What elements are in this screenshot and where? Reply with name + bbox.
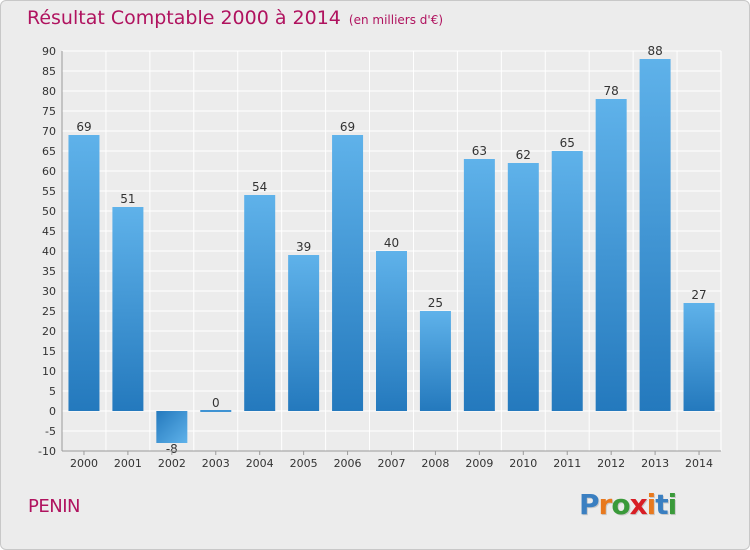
logo-letter: P: [579, 488, 600, 521]
x-tick-label-2000: 2000: [70, 457, 98, 470]
y-tick-label: 15: [42, 345, 56, 358]
logo-letter: x: [629, 488, 648, 521]
x-tick-label-2011: 2011: [553, 457, 581, 470]
data-label-2012: 78: [604, 84, 619, 98]
data-label-2000: 69: [76, 120, 91, 134]
x-tick-label-2003: 2003: [202, 457, 230, 470]
y-tick-label: 45: [42, 225, 56, 238]
y-tick-label: 35: [42, 265, 56, 278]
data-label-2004: 54: [252, 180, 267, 194]
x-tick-label-2006: 2006: [334, 457, 362, 470]
logo-letter: r: [598, 488, 613, 521]
y-tick-label: 90: [42, 45, 56, 58]
bar-2007: [376, 251, 407, 411]
y-tick-label: 30: [42, 285, 56, 298]
chart-subtitle: (en milliers d'€): [348, 13, 444, 27]
data-label-2009: 63: [472, 144, 487, 158]
y-tick-label: -5: [45, 425, 56, 438]
y-tick-label: 5: [49, 385, 56, 398]
x-tick-label-2007: 2007: [378, 457, 406, 470]
y-tick-label: 80: [42, 85, 56, 98]
data-label-2011: 65: [560, 136, 575, 150]
data-label-2006: 69: [340, 120, 355, 134]
data-label-2003: 0: [212, 396, 220, 410]
bar-2013: [639, 59, 671, 411]
x-tick-label-2010: 2010: [509, 457, 537, 470]
bar-2012: [595, 99, 627, 411]
chart-title: Résultat Comptable 2000 à 2014 (en millie…: [27, 7, 444, 29]
x-tick-label-2004: 2004: [246, 457, 274, 470]
bar-2003: [200, 410, 232, 412]
data-label-2013: 88: [647, 44, 662, 58]
y-tick-label: 20: [42, 325, 56, 338]
x-tick-label-2009: 2009: [465, 457, 493, 470]
bar-2009: [463, 159, 495, 411]
bar-2010: [507, 163, 539, 411]
bar-2014: [683, 303, 715, 411]
data-label-2007: 40: [384, 236, 399, 250]
y-tick-label: 25: [42, 305, 56, 318]
bar-2005: [288, 255, 320, 411]
bar-2002: [156, 411, 188, 443]
bar-2006: [332, 135, 364, 411]
data-label-2008: 25: [428, 296, 443, 310]
bar-2008: [419, 311, 451, 411]
bar-2004: [244, 195, 276, 411]
bar-2001: [112, 207, 144, 411]
data-label-2010: 62: [516, 148, 531, 162]
data-label-2005: 39: [296, 240, 311, 254]
y-tick-label: 0: [49, 405, 56, 418]
data-label-2014: 27: [691, 288, 706, 302]
proxiti-logo: Proxiti: [579, 488, 678, 521]
y-tick-label: 70: [42, 125, 56, 138]
bar-2000: [68, 135, 100, 411]
y-tick-label: 55: [42, 185, 56, 198]
logo-letter: o: [611, 488, 630, 521]
x-tick-label-2002: 2002: [158, 457, 186, 470]
y-tick-label: 10: [42, 365, 56, 378]
y-tick-label: 85: [42, 65, 56, 78]
logo-letter: i: [646, 488, 657, 521]
logo-letter: i: [667, 488, 678, 521]
y-tick-label: 65: [42, 145, 56, 158]
y-tick-label: 40: [42, 245, 56, 258]
x-tick-label-2012: 2012: [597, 457, 625, 470]
x-tick-label-2005: 2005: [290, 457, 318, 470]
y-tick-label: 60: [42, 165, 56, 178]
bar-2011: [551, 151, 583, 411]
y-tick-label: -10: [38, 445, 56, 458]
x-tick-label-2014: 2014: [685, 457, 713, 470]
x-tick-label-2008: 2008: [421, 457, 449, 470]
y-tick-label: 50: [42, 205, 56, 218]
y-tick-label: 75: [42, 105, 56, 118]
data-label-2002: -8: [166, 442, 178, 456]
data-label-2001: 51: [120, 192, 135, 206]
x-tick-label-2001: 2001: [114, 457, 142, 470]
commune-name: PENIN: [28, 496, 80, 517]
logo-letter: t: [655, 488, 668, 521]
x-tick-label-2013: 2013: [641, 457, 669, 470]
